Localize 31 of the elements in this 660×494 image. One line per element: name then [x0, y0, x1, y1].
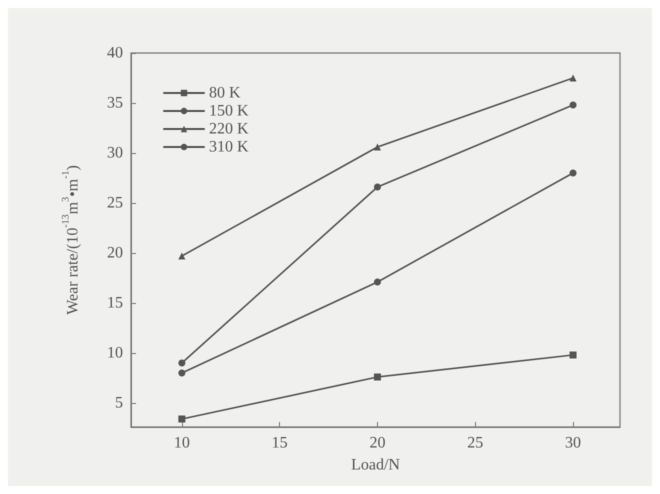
point — [570, 352, 577, 358]
y-tick-label: 5 — [115, 394, 123, 412]
x-tick-label: 15 — [272, 434, 288, 452]
point — [178, 360, 186, 366]
x-tick-label: 20 — [369, 434, 386, 452]
y-tick-label: 35 — [107, 94, 123, 112]
y-tick-label: 25 — [107, 194, 123, 212]
x-tick-label: 30 — [565, 434, 582, 452]
point — [178, 416, 186, 422]
point — [374, 184, 381, 190]
legend-label: 310 K — [209, 138, 249, 156]
point — [374, 374, 381, 380]
legend-label: 220 K — [209, 120, 249, 138]
legend-label: 150 K — [209, 102, 249, 120]
point — [374, 278, 381, 286]
y-tick-label: 40 — [107, 44, 123, 62]
point — [570, 74, 577, 82]
y-tick-label: 30 — [107, 144, 123, 162]
x-axis-title: Load/N — [351, 456, 400, 474]
y-tick-label: 15 — [107, 294, 123, 312]
point — [178, 252, 186, 260]
x-tick-label: 25 — [467, 434, 484, 452]
point — [570, 102, 577, 108]
point — [570, 170, 577, 176]
x-tick-label: 10 — [174, 434, 190, 452]
y-axis-title: Wear rate/(10-13m3•m-1) — [60, 165, 82, 315]
point — [178, 370, 186, 376]
y-tick-label: 10 — [107, 344, 123, 362]
legend-label: 80 K — [209, 84, 241, 102]
y-tick-label: 20 — [107, 244, 123, 262]
point — [374, 144, 381, 150]
